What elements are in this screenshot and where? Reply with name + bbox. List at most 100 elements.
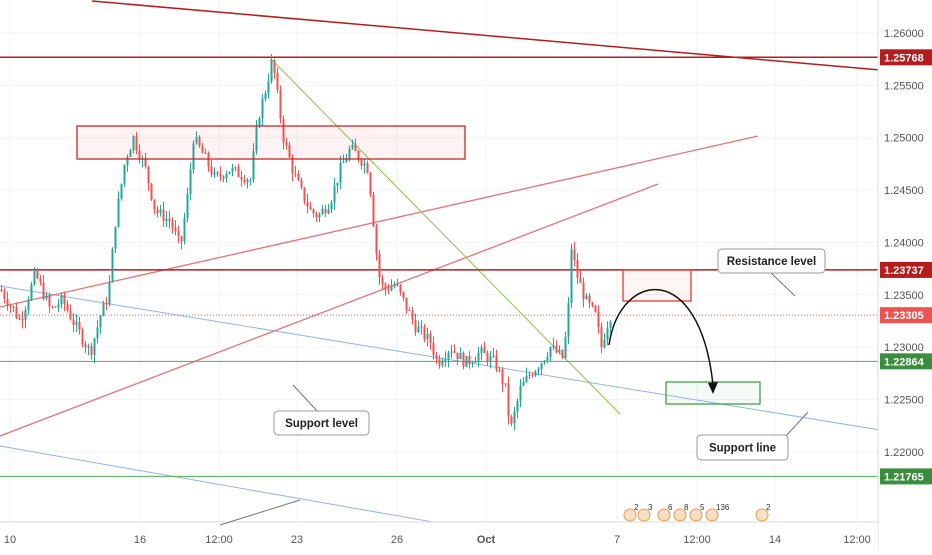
price-label-bg [880, 261, 932, 278]
candle-body [24, 309, 27, 321]
event-marker-icon [657, 508, 671, 522]
candle [66, 300, 69, 313]
candle-body [192, 143, 195, 170]
candle [189, 162, 192, 201]
trendline-lower [0, 183, 659, 437]
candle-body [120, 183, 123, 199]
candle-body [510, 416, 513, 424]
candle-body [333, 185, 336, 203]
candle [153, 199, 156, 215]
candle [549, 346, 552, 362]
time-tick-label: 10 [4, 534, 16, 546]
candle [96, 319, 99, 344]
candle-body [495, 355, 498, 370]
candle [537, 366, 540, 376]
candle-body [3, 291, 6, 300]
candle [264, 90, 267, 102]
candle [390, 279, 393, 292]
candle [399, 284, 402, 296]
candle-body [153, 199, 156, 210]
candle [81, 327, 84, 348]
candle-body [72, 319, 75, 326]
price-label: 1.23737 [884, 265, 924, 277]
candle [504, 383, 507, 387]
candle-body [159, 209, 162, 214]
price-label: 1.22864 [884, 356, 925, 368]
candle [483, 341, 486, 354]
candle [303, 186, 306, 205]
price-tick-label: 1.25500 [884, 80, 924, 92]
candle [600, 322, 603, 354]
candle [117, 191, 120, 228]
candle-body [609, 321, 612, 329]
candle [240, 170, 243, 187]
candle [606, 321, 609, 346]
candle-body [174, 227, 177, 231]
drawing-lines [0, 0, 881, 526]
candle-body [66, 304, 69, 311]
candle-body [516, 400, 519, 412]
candle-body [276, 72, 279, 91]
candle [108, 274, 111, 307]
candle-body [354, 144, 357, 152]
candle-body [213, 172, 216, 175]
event-marker-icon [755, 508, 769, 522]
candle [609, 320, 612, 334]
candle-body [27, 299, 30, 310]
candle-body [201, 145, 204, 154]
candle-body [522, 381, 525, 386]
price-tick-label: 1.24000 [884, 237, 924, 249]
candle-body [450, 351, 453, 353]
candle [180, 235, 183, 250]
price-label: 1.21765 [884, 471, 924, 483]
candle [69, 304, 72, 321]
support-callout-pointer [292, 384, 319, 413]
candle-body [537, 369, 540, 372]
candle-body [474, 360, 477, 363]
candle-body [264, 93, 267, 99]
candle-body [249, 179, 252, 181]
time-tick-label: 23 [291, 534, 303, 546]
candle [438, 354, 441, 369]
candle-body [75, 322, 78, 326]
candle-body [45, 295, 48, 299]
candle [372, 191, 375, 228]
candle-body [231, 167, 234, 172]
candle [477, 347, 480, 367]
candle [561, 349, 564, 359]
candle-body [171, 221, 174, 228]
candle-body [480, 347, 483, 353]
candle-body [489, 356, 492, 362]
candle-body [255, 126, 258, 152]
candle [60, 292, 63, 309]
candle [444, 351, 447, 368]
candle-body [105, 302, 108, 305]
candles [0, 54, 612, 431]
price-axis: 1.26000 1.25500 1.25000 1.24500 1.24000 1.235… [877, 0, 932, 550]
candle [585, 293, 588, 300]
candle-body [528, 375, 531, 377]
candle [588, 293, 591, 309]
candle-body [402, 291, 405, 298]
support-line-callout-pointer [785, 411, 809, 437]
resistance-callout-pointer [769, 271, 796, 297]
candle [39, 275, 42, 286]
candle-body [162, 209, 165, 222]
candle-body [414, 319, 417, 333]
candle-body [504, 383, 507, 385]
candle-body [600, 327, 603, 348]
candle-body [396, 284, 399, 286]
candle-body [519, 385, 522, 401]
candle-body [594, 305, 597, 312]
trendline-upper [0, 135, 759, 308]
support-callout-label: Support level [285, 418, 358, 430]
candle-body [441, 361, 444, 366]
candle [102, 300, 105, 317]
candle [162, 201, 165, 227]
time-tick-label: 12:00 [205, 534, 233, 546]
price-tick-label: 1.22000 [884, 447, 924, 459]
candle [336, 182, 339, 193]
candle-body [291, 157, 294, 174]
candle [495, 349, 498, 372]
